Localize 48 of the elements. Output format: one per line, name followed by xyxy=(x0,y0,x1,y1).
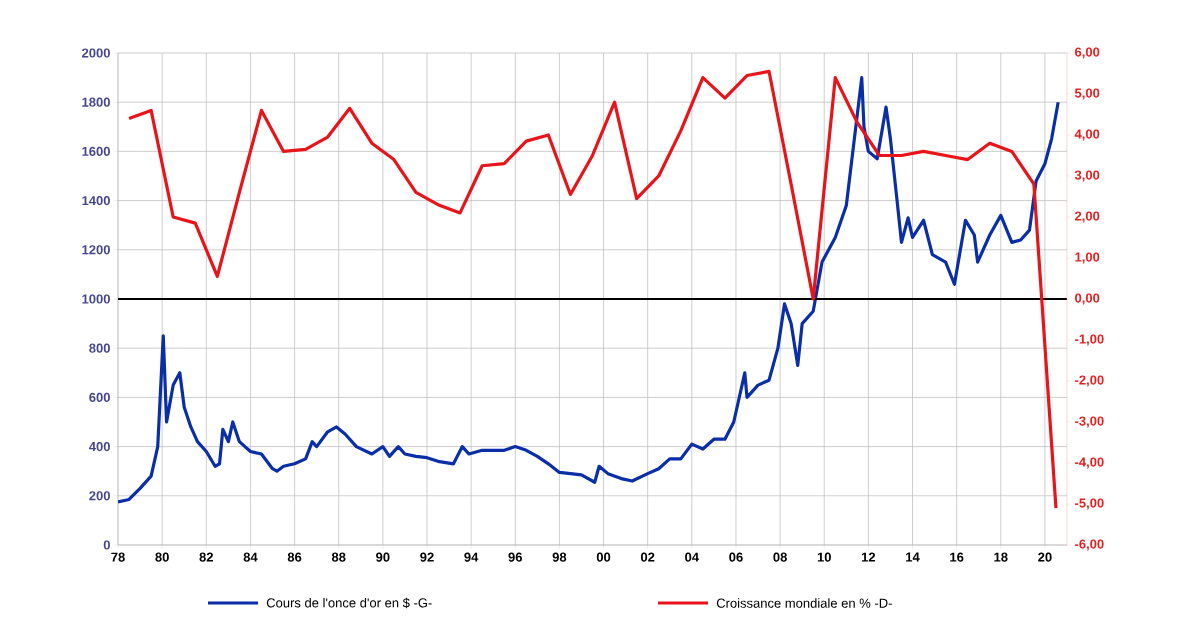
y-tick-label: 600 xyxy=(89,392,110,402)
y-tick-label: 1000 xyxy=(82,294,110,304)
y2-tick-label: 5,00 xyxy=(1074,88,1100,100)
y-tick-label: 200 xyxy=(89,491,110,501)
x-tick-label: 80 xyxy=(155,552,169,562)
x-tick-label: 98 xyxy=(552,552,567,562)
x-tick-label: 88 xyxy=(331,552,346,562)
legend-label: Cours de l'once d'or en $ -G- xyxy=(266,597,432,609)
x-tick-label: 82 xyxy=(199,552,213,562)
x-tick-label: 18 xyxy=(994,552,1008,562)
y2-tick-label: -1,00 xyxy=(1075,334,1104,346)
y2-tick-label: 1,00 xyxy=(1075,252,1100,264)
y2-tick-label: -3,00 xyxy=(1075,416,1104,428)
y2-tick-label: -5,00 xyxy=(1075,498,1104,510)
x-tick-label: 86 xyxy=(287,552,302,562)
x-tick-label: 16 xyxy=(950,552,964,562)
y-tick-label: 1800 xyxy=(82,97,110,107)
x-tick-label: 12 xyxy=(861,552,876,562)
x-tick-label: 04 xyxy=(685,552,699,562)
x-tick-label: 84 xyxy=(243,552,258,562)
y2-tick-label: 4,00 xyxy=(1074,129,1100,141)
x-tick-label: 00 xyxy=(596,552,611,562)
y-tick-label: 0 xyxy=(103,540,110,550)
x-tick-label: 06 xyxy=(729,552,743,562)
x-tick-label: 90 xyxy=(376,552,390,562)
y2-tick-label: -4,00 xyxy=(1075,457,1104,469)
y-tick-label: 1600 xyxy=(82,146,110,156)
y-tick-label: 1200 xyxy=(82,245,110,255)
y-tick-label: 1400 xyxy=(82,195,110,206)
x-tick-label: 94 xyxy=(464,552,479,562)
y-tick-label: 400 xyxy=(88,441,110,452)
y2-tick-label: 2,00 xyxy=(1074,211,1100,223)
y2-tick-label: -6,00 xyxy=(1075,539,1104,551)
y-tick-label: 800 xyxy=(89,343,110,353)
x-tick-label: 78 xyxy=(111,552,125,562)
x-tick-label: 08 xyxy=(773,552,787,562)
y-tick-label: 2000 xyxy=(82,48,110,58)
y2-tick-label: 6,00 xyxy=(1075,47,1100,59)
x-tick-label: 14 xyxy=(906,552,920,562)
x-tick-label: 10 xyxy=(817,552,831,562)
x-tick-label: 96 xyxy=(508,552,523,562)
legend-label: Croissance mondiale en % -D- xyxy=(716,598,892,608)
x-tick-label: 02 xyxy=(640,552,655,562)
y2-tick-label: -2,00 xyxy=(1075,375,1104,387)
y2-tick-label: 0,00 xyxy=(1075,293,1100,305)
y2-tick-label: 3,00 xyxy=(1074,170,1100,182)
x-tick-label: 20 xyxy=(1038,552,1052,562)
x-tick-label: 92 xyxy=(420,552,434,562)
